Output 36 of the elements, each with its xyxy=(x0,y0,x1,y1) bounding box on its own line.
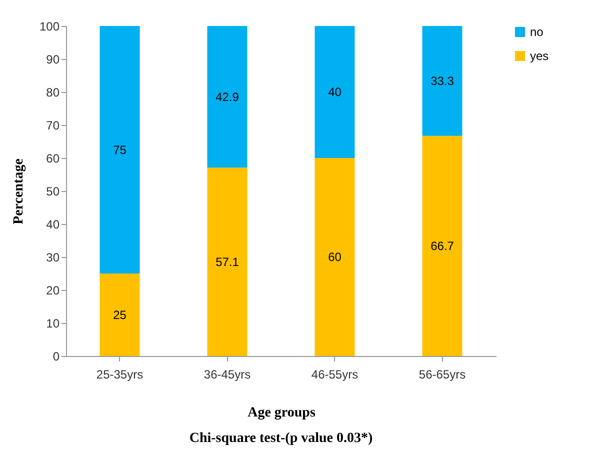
data-label: 66.7 xyxy=(430,238,454,253)
data-label: 60 xyxy=(328,250,342,264)
x-axis-title: Age groups xyxy=(248,406,316,420)
y-tick-label: 20 xyxy=(46,284,60,298)
bar xyxy=(422,26,462,136)
y-axis-title: Percentage xyxy=(11,158,26,224)
data-label: 33.3 xyxy=(430,74,454,88)
y-tick-label: 0 xyxy=(52,350,60,364)
bar xyxy=(314,26,355,158)
x-tick-label: 25-35yrs xyxy=(96,368,144,382)
y-tick-label: 10 xyxy=(46,316,60,330)
bar xyxy=(207,26,248,168)
y-tick-label: 50 xyxy=(46,184,60,198)
y-tick-label: 60 xyxy=(46,152,60,166)
y-tick-label: 30 xyxy=(46,250,60,264)
y-tick-label: 90 xyxy=(46,52,60,66)
bar xyxy=(100,274,140,356)
data-label: 75 xyxy=(113,142,127,157)
bar xyxy=(314,158,355,356)
y-tick-label: 70 xyxy=(46,118,60,132)
legend-label: yes xyxy=(530,49,549,63)
data-label: 25 xyxy=(113,308,127,322)
x-tick-label: 56-65yrs xyxy=(418,368,466,382)
bar xyxy=(100,26,140,274)
data-label: 42.9 xyxy=(216,90,240,104)
y-tick-label: 40 xyxy=(46,218,60,232)
y-tick-label: 100 xyxy=(39,20,60,34)
legend-label: no xyxy=(530,25,544,39)
data-label: 57.1 xyxy=(216,254,240,269)
x-tick-label: 46-55yrs xyxy=(311,368,358,382)
bar xyxy=(207,168,248,356)
text: Chi-square test-(p value 0.03*) xyxy=(189,431,373,446)
bar xyxy=(422,136,462,356)
x-tick-label: 36-45yrs xyxy=(204,368,251,382)
y-tick-label: 80 xyxy=(46,86,60,100)
data-label: 40 xyxy=(328,85,342,99)
